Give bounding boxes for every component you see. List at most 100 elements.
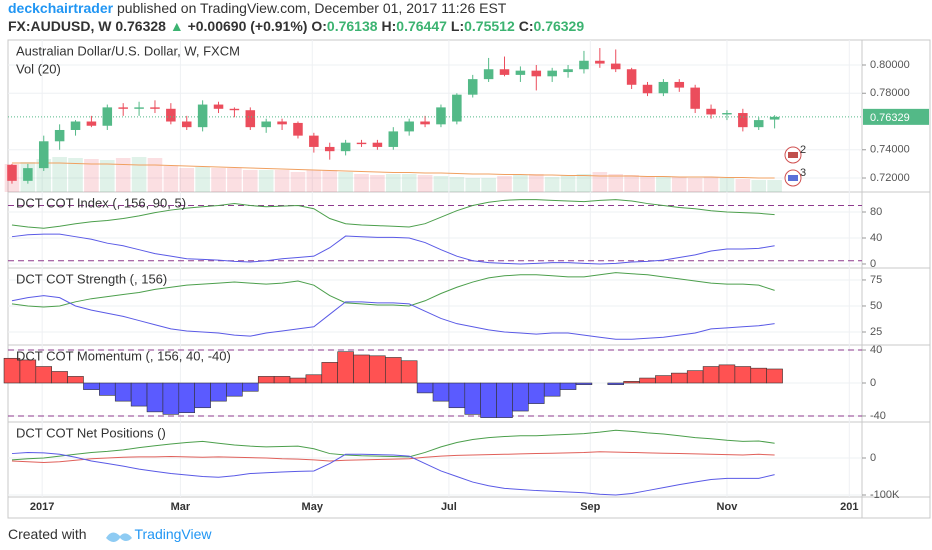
indicator-line [11,295,775,340]
momentum-bar [766,368,783,384]
volume-bar [735,179,751,192]
volume-bar [163,166,179,192]
volume-bar [433,176,449,192]
momentum-bar [480,382,497,418]
x-tick-label: 2017 [30,501,54,513]
candle-body [420,121,430,125]
volume-bar [544,177,560,192]
candle-body [340,142,351,152]
momentum-bar [337,351,354,384]
y-tick-label: 75 [870,274,882,286]
chart-frame [7,39,931,519]
candle-body [753,120,764,128]
volume-bar [449,177,465,192]
candle-body [769,116,780,120]
pane-title: DCT COT Momentum (, 156, 40, -40) [16,348,231,363]
volume-bar [338,172,353,192]
author[interactable]: deckchairtrader [8,0,114,16]
candle-body [722,113,732,115]
x-tick-label: Mar [171,501,191,513]
volume-bar [227,168,242,192]
volume-bar [417,175,433,192]
momentum-bar [257,376,275,384]
volume-bar [322,170,338,192]
momentum-bar [385,357,402,384]
momentum-bar [671,372,688,384]
volume-bar [99,160,115,192]
candle-body [388,131,399,147]
ohlc-label: C: [518,18,534,34]
momentum-bar [35,366,52,384]
candle-body [293,122,303,136]
y-tick-label: -100K [870,489,900,501]
symbol: FX:AUDUSD, W [8,18,112,34]
y-tick-label: 0.72000 [870,172,910,184]
volume-bar [274,170,290,192]
pane-title: Australian Dollar/U.S. Dollar, W, FXCM [16,43,240,58]
volume-bar [115,158,131,192]
momentum-bar [67,376,84,384]
momentum-bar [416,382,434,394]
candle-body [7,164,17,181]
last-price-label: 0.76329 [870,112,910,124]
momentum-bar [51,371,68,384]
volume-bar [719,178,735,192]
momentum-bar [496,382,513,418]
volume-bar [481,178,496,192]
volume-bar [52,157,67,192]
ohlc-value: 0.75512 [464,18,515,34]
candle-body [610,63,621,70]
volume-bar [608,174,624,192]
volume-bar [671,177,687,192]
volume-bar [211,168,226,192]
momentum-bar [448,382,466,409]
volume-bar [576,174,592,192]
candle-body [86,121,97,126]
momentum-bar [83,382,100,390]
momentum-bar [432,382,450,402]
ohlc-value: 0.76138 [326,18,378,34]
momentum-bar [114,382,132,402]
volume-bar [560,175,576,192]
momentum-bar [528,382,545,404]
candle-body [245,110,256,128]
volume-bar [385,174,401,192]
volume-bar [592,172,608,192]
event-flag [788,175,798,181]
candle-body [531,70,542,77]
volume-bar [656,176,671,192]
y-tick-label: 25 [870,326,882,338]
candle-body [738,113,748,128]
momentum-bar [734,366,752,384]
candle-body [324,146,335,152]
candle-body [642,84,653,94]
volume-bar [751,180,767,192]
momentum-bar [686,370,704,384]
momentum-bar [607,382,624,385]
momentum-bar [353,354,370,384]
volume-bar [624,175,639,192]
candle-body [356,142,367,145]
y-tick-label: 0 [870,258,876,270]
candle-body [38,141,49,169]
momentum-bar [575,382,593,385]
arrow: ▲ [169,18,184,34]
candle-body [70,121,81,130]
y-tick-label: 0 [870,377,876,389]
volume-bar [306,170,322,192]
momentum-bar [210,382,227,402]
momentum-bar [464,382,481,415]
momentum-bar [305,374,323,384]
y-tick-label: 0.74000 [870,144,910,156]
brand[interactable]: TradingView [134,526,212,542]
volume-bar [767,180,782,192]
momentum-bar [639,377,656,384]
volume-label: Vol (20) [16,61,61,76]
brand-logo [106,532,132,542]
event-flag [788,152,798,158]
candle-body [134,107,144,109]
volume-ma-line [11,162,775,179]
candle-body [404,121,414,132]
